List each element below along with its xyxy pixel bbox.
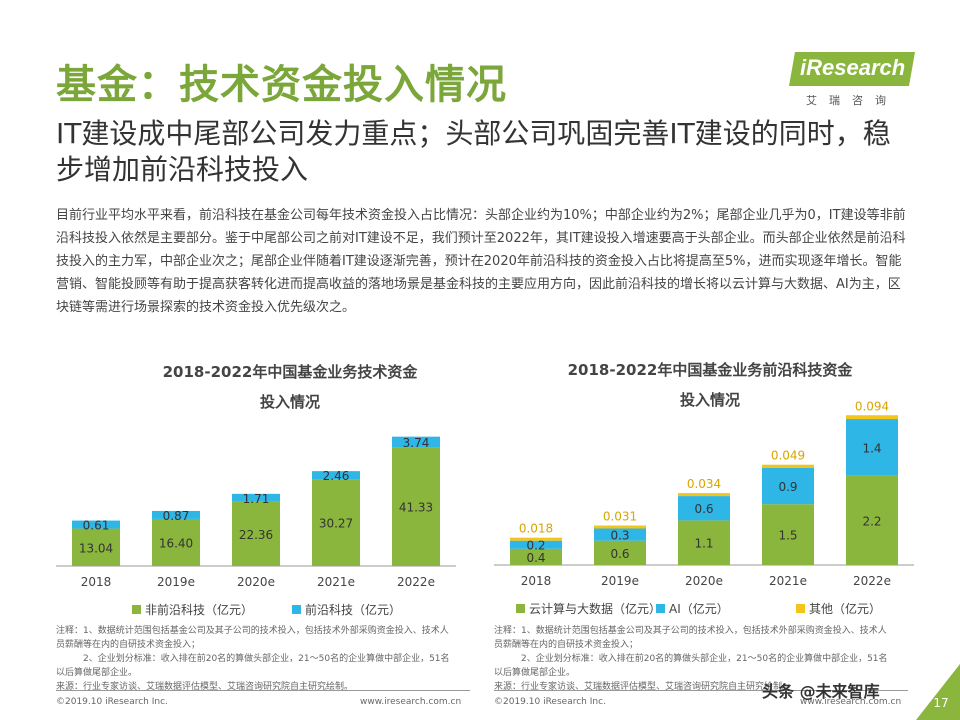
logo-name: iResearch (800, 55, 906, 80)
footer-divider-right (494, 690, 908, 691)
bar-segment (72, 528, 120, 566)
bar-segment (762, 467, 814, 505)
data-label: 0.9 (778, 480, 797, 494)
x-tick-label: 2021e (769, 574, 807, 588)
chart-1-title: 2018-2022年中国基金业务技术资金 投入情况 (70, 357, 510, 417)
data-label: 0.018 (519, 522, 553, 536)
x-tick-label: 2019e (601, 574, 639, 588)
bar-segment (152, 518, 200, 566)
summary-paragraph: 目前行业平均水平来看，前沿科技在基金公司每年技术资金投入占比情况：头部企业约为1… (56, 208, 906, 315)
bar-segment (232, 493, 280, 502)
legend-swatch (796, 604, 805, 613)
legend-swatch (292, 605, 301, 614)
chart-2-title: 2018-2022年中国基金业务前沿科技资金 投入情况 (490, 355, 930, 415)
bar-segment (152, 510, 200, 519)
watermark: 头条 @未来智库 (762, 682, 880, 701)
data-label: 0.031 (603, 510, 637, 524)
data-label: 0.3 (610, 529, 629, 543)
chart-2-title-line-1: 2018-2022年中国基金业务前沿科技资金 (567, 361, 853, 379)
data-label: 16.40 (159, 536, 193, 550)
data-label: 1.1 (694, 537, 713, 551)
footer-divider-left (56, 690, 470, 691)
data-label: 0.61 (83, 519, 110, 533)
legend-swatch (516, 604, 525, 613)
bar-segment (392, 447, 440, 566)
x-tick-label: 2020e (237, 575, 275, 589)
bar-segment (312, 471, 360, 480)
chart-2-notes: 注释：1、数据统计范围包括基金公司及其子公司的技术投入，包括技术外部采购资金投入… (494, 626, 888, 692)
bar-segment (678, 496, 730, 521)
x-tick-label: 2022e (397, 575, 435, 589)
data-label: 0.034 (687, 477, 721, 491)
data-label: 2.2 (862, 514, 881, 528)
chart-1-title-line-1: 2018-2022年中国基金业务技术资金 (162, 363, 418, 381)
data-label: 0.049 (771, 449, 805, 463)
data-label: 0.4 (526, 551, 545, 565)
bar-segment (392, 436, 440, 448)
data-label: 1.4 (862, 441, 881, 455)
legend-label: 非前沿科技（亿元） (145, 602, 253, 617)
legend-label: 其他（亿元） (809, 601, 881, 616)
chart-2-title-line-2: 投入情况 (679, 391, 740, 409)
bar-segment (312, 479, 360, 566)
data-label: 3.74 (403, 436, 430, 450)
footer-copyright-left: ©2019.10 iResearch Inc. (56, 697, 168, 707)
legend-label: 前沿科技（亿元） (305, 602, 401, 617)
footer-copyright-right: ©2019.10 iResearch Inc. (494, 697, 606, 707)
page-number: 17 (933, 696, 949, 710)
data-label: 0.6 (694, 502, 713, 516)
bar-segment (678, 520, 730, 565)
bar-segment (594, 528, 646, 541)
frontier-tech-investment-chart: 0.40.2 0.018 2018 0.6 0.3 0.031 2019e 1.1 0.6 0.0… (494, 400, 914, 616)
data-label: 0.094 (855, 400, 889, 413)
x-tick-label: 2021e (317, 575, 355, 589)
bar-segment (510, 548, 562, 565)
legend-swatch (656, 604, 665, 613)
page-title: 基金：技术资金投入情况 (56, 62, 507, 108)
data-label: 1.71 (243, 492, 270, 506)
x-tick-label: 2019e (157, 575, 195, 589)
tech-investment-chart: 13.04 0.61 2018 16.40 0.87 2019e 22.36 1.71 2020… (56, 436, 456, 617)
bar-segment (510, 540, 562, 549)
x-tick-label: 2022e (853, 574, 891, 588)
footer-url-right: www.iresearch.com.cn (800, 697, 902, 707)
data-label: 22.36 (239, 528, 273, 542)
iresearch-logo: iResearch 艾瑞咨询 (789, 52, 915, 116)
legend-swatch (132, 605, 141, 614)
footer-url-left: www.iresearch.com.cn (360, 697, 462, 707)
bar-segment (846, 415, 898, 420)
x-tick-label: 2020e (685, 574, 723, 588)
bar-segment (678, 493, 730, 497)
page-subtitle: IT建设成中尾部公司发力重点；头部公司巩固完善IT建设的同时，稳步增加前沿科技投… (56, 117, 891, 186)
data-label: 0.87 (163, 509, 190, 523)
chart-1-title-line-2: 投入情况 (259, 393, 320, 411)
data-label: 13.04 (79, 541, 113, 555)
bar-segment (846, 419, 898, 476)
legend-label: 云计算与大数据（亿元） (529, 601, 661, 616)
data-label: 0.6 (610, 547, 629, 561)
x-tick-label: 2018 (81, 575, 112, 589)
logo-subtitle: 艾瑞咨询 (806, 94, 898, 107)
x-tick-label: 2018 (521, 574, 552, 588)
data-label: 1.5 (778, 529, 797, 543)
bar-segment (594, 540, 646, 565)
bar-segment (232, 501, 280, 566)
data-label: 0.2 (526, 539, 545, 553)
bar-segment (762, 504, 814, 565)
data-label: 30.27 (319, 517, 353, 531)
legend-label: AI（亿元） (669, 601, 729, 616)
bar-segment (846, 475, 898, 565)
bar-segment (510, 537, 562, 541)
data-label: 41.33 (399, 501, 433, 515)
bar-segment (762, 464, 814, 468)
bar-segment (72, 520, 120, 529)
bar-segment (594, 525, 646, 529)
chart-1-notes: 注释：1、数据统计范围包括基金公司及其子公司的技术投入，包括技术外部采购资金投入… (56, 626, 450, 692)
page-corner-decoration (916, 664, 960, 720)
data-label: 2.46 (323, 469, 350, 483)
